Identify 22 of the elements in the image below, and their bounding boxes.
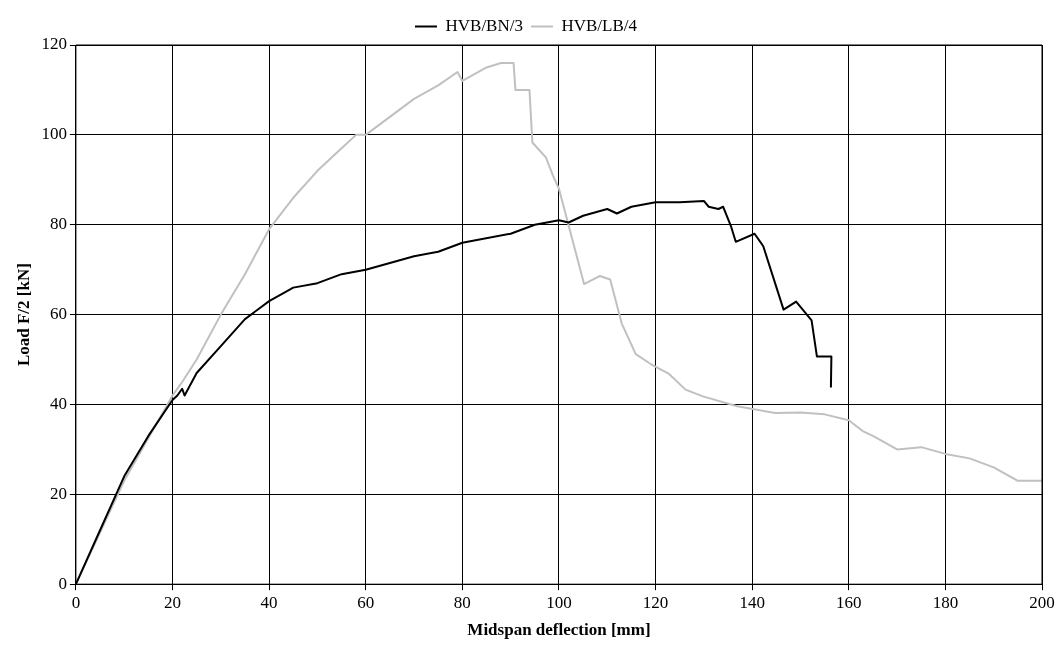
x-tick-label: 120 bbox=[642, 592, 669, 612]
x-tick-label: 40 bbox=[260, 592, 278, 612]
x-axis-title: Midspan deflection [mm] bbox=[467, 620, 651, 640]
y-tick-label: 100 bbox=[41, 124, 67, 144]
x-tick-label: 80 bbox=[453, 592, 471, 612]
y-tick-label: 20 bbox=[49, 483, 67, 503]
y-tick-label: 80 bbox=[49, 214, 67, 234]
legend-label: HVB/LB/4 bbox=[561, 15, 638, 35]
y-tick-label: 0 bbox=[58, 573, 67, 593]
x-tick-label: 140 bbox=[739, 592, 765, 612]
y-tick-label: 60 bbox=[49, 304, 67, 324]
y-axis-title: Load F/2 [kN] bbox=[13, 263, 33, 367]
y-tick-label: 40 bbox=[49, 393, 67, 413]
x-tick-label: 200 bbox=[1029, 592, 1055, 612]
x-tick-label: 20 bbox=[164, 592, 182, 612]
x-tick-label: 60 bbox=[357, 592, 375, 612]
x-tick-label: 100 bbox=[546, 592, 572, 612]
legend-label: HVB/BN/3 bbox=[445, 15, 523, 35]
y-tick-label: 120 bbox=[41, 34, 67, 54]
x-tick-label: 180 bbox=[932, 592, 959, 612]
x-tick-label: 0 bbox=[71, 592, 81, 612]
x-tick-label: 160 bbox=[836, 592, 862, 612]
